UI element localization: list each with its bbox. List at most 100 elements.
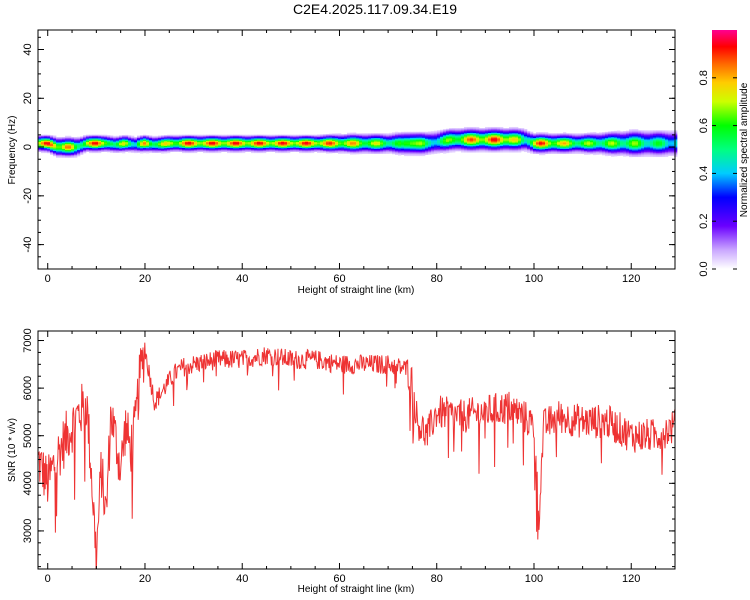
heatmap-cell — [89, 147, 93, 150]
heatmap-cell — [671, 143, 675, 146]
heatmap-cell — [233, 140, 237, 143]
heatmap-cell — [674, 133, 678, 136]
heatmap-cell — [488, 141, 492, 143]
heatmap-cell — [338, 143, 342, 146]
heatmap-cell — [422, 146, 426, 148]
heatmap-cell — [110, 135, 114, 137]
heatmap-cell — [314, 135, 318, 138]
heatmap-cell — [545, 150, 549, 152]
heatmap-cell — [374, 150, 378, 152]
heatmap-cell — [311, 137, 315, 139]
heatmap-cell — [431, 144, 435, 146]
heatmap-cell — [407, 145, 411, 147]
heatmap-cell — [59, 145, 63, 147]
heatmap-cell — [584, 149, 588, 152]
heatmap-cell — [158, 151, 162, 153]
heatmap-cell — [371, 146, 375, 149]
heatmap-cell — [500, 149, 504, 152]
heatmap-cell — [41, 150, 45, 152]
heatmap-cell — [248, 140, 252, 143]
heatmap-cell — [494, 135, 498, 137]
heatmap-cell — [239, 149, 243, 151]
heatmap-cell — [464, 131, 468, 134]
heatmap-cell — [479, 138, 483, 141]
heatmap-cell — [41, 137, 45, 139]
heatmap-cell — [113, 138, 117, 140]
heatmap-cell — [194, 143, 198, 145]
heatmap-cell — [410, 154, 414, 157]
heatmap-cell — [617, 135, 621, 137]
heatmap-cell — [353, 151, 357, 154]
heatmap-cell — [446, 128, 450, 131]
heatmap-cell — [476, 136, 480, 139]
heatmap-cell — [122, 151, 126, 154]
heatmap-cell — [176, 138, 180, 140]
heatmap-cell — [92, 150, 96, 152]
heatmap-cell — [545, 145, 549, 147]
heatmap-cell — [458, 136, 462, 139]
heatmap-cell — [104, 138, 108, 140]
heatmap-cell — [50, 135, 54, 137]
heatmap-cell — [362, 135, 366, 138]
heatmap-cell — [302, 139, 306, 142]
heatmap-cell — [434, 137, 438, 140]
heatmap-cell — [158, 148, 162, 151]
heatmap-cell — [506, 140, 510, 142]
heatmap-cell — [389, 152, 393, 154]
heatmap-cell — [161, 138, 165, 141]
heatmap-cell — [344, 136, 348, 139]
heatmap-cell — [332, 140, 336, 143]
snr-x-label: Height of straight line (km) — [298, 584, 415, 595]
heatmap-cell — [197, 145, 201, 148]
heatmap-cell — [356, 151, 360, 154]
heatmap-cell — [476, 137, 480, 140]
heatmap-cell — [356, 137, 360, 139]
heatmap-cell — [65, 145, 69, 147]
heatmap-cell — [470, 144, 474, 147]
heatmap-cell — [320, 142, 324, 145]
heatmap-cell — [290, 143, 294, 145]
heatmap-cell — [284, 140, 288, 143]
heatmap-cell — [590, 150, 594, 152]
heatmap-cell — [80, 149, 84, 152]
heatmap-cell — [155, 140, 159, 143]
heatmap-cell — [431, 151, 435, 154]
heatmap-cell — [146, 142, 150, 144]
heatmap-cell — [278, 134, 282, 137]
heatmap-cell — [503, 146, 507, 148]
heatmap-cell — [647, 130, 651, 132]
heatmap-cell — [491, 149, 495, 152]
heatmap-cell — [86, 149, 90, 151]
heatmap-cell — [608, 150, 612, 153]
heatmap-cell — [437, 142, 441, 144]
heatmap-cell — [641, 133, 645, 136]
heatmap-cell — [668, 149, 672, 152]
heatmap-cell — [221, 140, 225, 143]
heatmap-cell — [146, 139, 150, 142]
heatmap-cell — [38, 141, 42, 144]
heatmap-cell — [593, 146, 597, 148]
heatmap-cell — [671, 142, 675, 144]
heatmap-cell — [557, 150, 561, 152]
heatmap-cell — [110, 148, 114, 151]
heatmap-cell — [572, 133, 576, 135]
heatmap-cell — [656, 148, 660, 150]
heatmap-cell — [659, 143, 663, 146]
heatmap-cell — [506, 129, 510, 131]
heatmap-cell — [557, 142, 561, 145]
heatmap-cell — [383, 148, 387, 151]
heatmap-cell — [275, 145, 279, 148]
heatmap-cell — [575, 150, 579, 152]
heatmap-cell — [212, 143, 216, 145]
heatmap-cell — [617, 153, 621, 155]
heatmap-cell — [149, 149, 153, 152]
heatmap-cell — [437, 130, 441, 132]
heatmap-cell — [374, 135, 378, 138]
heatmap-cell — [230, 151, 234, 154]
heatmap-cell — [620, 141, 624, 143]
heatmap-cell — [62, 146, 66, 149]
heatmap-cell — [512, 146, 516, 148]
heatmap-cell — [224, 134, 228, 137]
heatmap-cell — [236, 149, 240, 151]
heatmap-cell — [125, 139, 129, 142]
